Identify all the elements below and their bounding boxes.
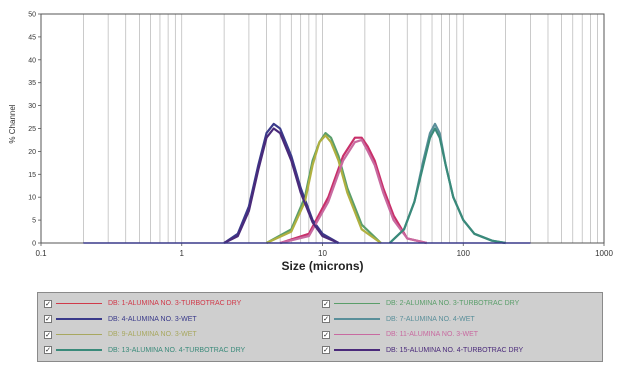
- series-line-6: [279, 138, 427, 245]
- legend-label: DB: 15-ALUMINA NO. 4-TURBOTRAC DRY: [386, 346, 524, 354]
- series-lines: [83, 122, 531, 245]
- legend-label: DB: 13-ALUMINA NO. 4-TURBOTRAC DRY: [108, 346, 246, 354]
- particle-size-chart: 0 5 10 15 20 25 30 35 40 45 50 0.1 1 10 100 1000 % Cha…: [8, 12, 613, 274]
- x-axis-ticks: 0.1 1 10 100 1000: [35, 243, 613, 258]
- legend-label: DB: 2-ALUMINA NO. 3-TURBOTRAC DRY: [386, 300, 520, 307]
- legend-swatch: [56, 318, 102, 320]
- y-tick-label: 20: [28, 149, 36, 156]
- x-tick-label: 1: [180, 249, 185, 258]
- legend-swatch: [334, 302, 380, 305]
- legend-swatch: [334, 318, 380, 320]
- x-tick-label: 10: [318, 249, 327, 258]
- x-tick-label: 100: [457, 249, 471, 258]
- legend-swatch: [56, 333, 102, 336]
- y-tick-label: 25: [28, 126, 36, 133]
- series-line-7: [388, 127, 506, 245]
- legend-checkbox[interactable]: ✓: [322, 346, 330, 354]
- legend-swatch: [56, 349, 102, 351]
- legend-item[interactable]: ✓ DB: 2-ALUMINA NO. 3-TURBOTRAC DRY: [322, 298, 592, 309]
- y-tick-label: 10: [28, 195, 36, 202]
- series-line-3: [223, 122, 340, 244]
- legend-checkbox[interactable]: ✓: [44, 299, 52, 308]
- legend-checkbox[interactable]: ✓: [322, 330, 330, 339]
- legend-swatch: [334, 333, 380, 336]
- y-tick-label: 0: [32, 241, 36, 248]
- vertical-grid: [83, 14, 598, 243]
- y-tick-label: 15: [28, 172, 36, 179]
- legend-swatch: [334, 349, 380, 351]
- legend-checkbox[interactable]: ✓: [44, 330, 52, 339]
- y-tick-label: 40: [28, 57, 36, 64]
- legend-checkbox[interactable]: ✓: [322, 299, 330, 308]
- y-tick-label: 35: [28, 80, 36, 87]
- x-tick-label: 1000: [595, 249, 613, 258]
- legend-item[interactable]: ✓ DB: 4-ALUMINA NO. 3-WET: [44, 314, 314, 325]
- y-tick-label: 5: [32, 218, 36, 225]
- legend-checkbox[interactable]: ✓: [44, 315, 52, 323]
- y-tick-label: 30: [28, 103, 36, 110]
- legend-swatch: [56, 302, 102, 305]
- legend: ✓ DB: 1-ALUMINA NO. 3-TURBOTRAC DRY ✓ DB: 2…: [37, 292, 603, 362]
- series-line-1: [279, 136, 427, 245]
- legend-label: DB: 11-ALUMINA NO. 3-WET: [386, 331, 479, 338]
- legend-label: DB: 9-ALUMINA NO. 3-WET: [108, 331, 197, 338]
- legend-checkbox[interactable]: ✓: [322, 315, 330, 323]
- x-tick-label: 0.1: [35, 249, 47, 258]
- legend-item[interactable]: ✓ DB: 13-ALUMINA NO. 4-TURBOTRAC DRY: [44, 345, 314, 356]
- legend-item[interactable]: ✓ DB: 7-ALUMINA NO. 4-WET: [322, 314, 592, 325]
- y-tick-label: 50: [28, 12, 36, 19]
- legend-item[interactable]: ✓ DB: 15-ALUMINA NO. 4-TURBOTRAC DRY: [322, 345, 592, 356]
- legend-checkbox[interactable]: ✓: [44, 346, 52, 354]
- series-line-2: [265, 132, 382, 244]
- y-tick-label: 45: [28, 34, 36, 41]
- legend-label: DB: 4-ALUMINA NO. 3-WET: [108, 315, 197, 323]
- legend-label: DB: 1-ALUMINA NO. 3-TURBOTRAC DRY: [108, 300, 242, 307]
- series-line-8: [223, 127, 339, 245]
- y-axis-ticks: 0 5 10 15 20 25 30 35 40 45 50: [28, 12, 41, 248]
- y-axis-label: % Channel: [8, 104, 17, 143]
- legend-item[interactable]: ✓ DB: 1-ALUMINA NO. 3-TURBOTRAC DRY: [44, 298, 314, 309]
- legend-label: DB: 7-ALUMINA NO. 4-WET: [386, 315, 475, 323]
- legend-item[interactable]: ✓ DB: 11-ALUMINA NO. 3-WET: [322, 329, 592, 340]
- series-line-5: [266, 134, 382, 244]
- legend-item[interactable]: ✓ DB: 9-ALUMINA NO. 3-WET: [44, 329, 314, 340]
- x-axis-label: Size (microns): [281, 259, 363, 273]
